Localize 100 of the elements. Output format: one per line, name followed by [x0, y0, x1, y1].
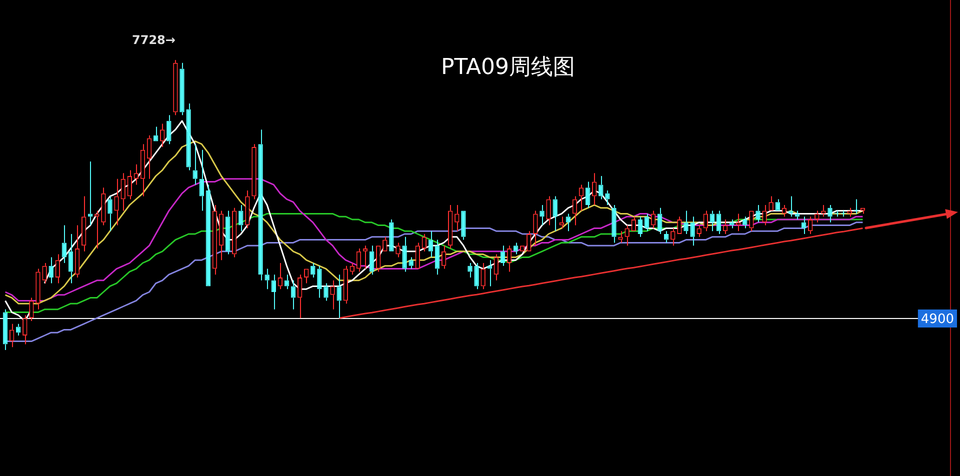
candlestick [540, 204, 544, 226]
candlestick [408, 256, 414, 270]
candlestick [356, 248, 362, 272]
candlestick [9, 323, 14, 348]
candlestick [513, 242, 518, 255]
candlestick [212, 204, 218, 276]
candlestick [670, 228, 676, 246]
candlestick [494, 254, 499, 281]
candlestick [710, 210, 715, 232]
candlestick [192, 144, 198, 186]
candlestick [703, 210, 708, 232]
candlestick [258, 129, 263, 281]
candlestick [62, 224, 67, 264]
candlestick [546, 196, 551, 226]
candlestick [114, 178, 119, 226]
candlestick [749, 210, 754, 232]
candlestick [618, 230, 623, 244]
candlestick [199, 149, 204, 212]
candlestick [252, 144, 256, 200]
chart-title: PTA09周线图 [440, 54, 576, 82]
candlestick [206, 184, 211, 286]
candlestick [127, 170, 132, 200]
candlestick [389, 219, 394, 252]
candlestick [729, 219, 734, 229]
candlestick [441, 245, 446, 270]
candlestick [572, 196, 578, 226]
candlestick [742, 216, 748, 229]
annotation: 4900 [920, 312, 954, 327]
candlestick [428, 230, 434, 258]
candlestick [828, 204, 832, 223]
candlestick [382, 236, 388, 252]
candlestick [140, 144, 146, 197]
candlestick [120, 172, 126, 212]
candlestick [500, 245, 506, 266]
candlestick [36, 268, 40, 310]
candlestick [468, 262, 472, 278]
candlestick [578, 184, 584, 212]
candlestick [566, 213, 571, 232]
candlestick [2, 308, 8, 350]
candlestick [330, 280, 335, 310]
candlestick [461, 210, 466, 240]
candlestick [422, 234, 427, 252]
candlestick [794, 210, 800, 220]
candlestick [362, 245, 368, 270]
candlestick [218, 210, 224, 261]
candlestick [768, 196, 774, 211]
candlestick [559, 216, 564, 229]
candlestick [81, 196, 86, 252]
candlestick [271, 274, 276, 310]
candlestick [232, 207, 237, 258]
candlestick [736, 213, 741, 232]
candlestick [245, 190, 250, 229]
candlestick [808, 216, 813, 234]
candlestick [612, 204, 616, 244]
candlestick [343, 265, 348, 304]
candlestick [762, 204, 767, 226]
candlestick [756, 204, 760, 223]
candlestick [415, 242, 420, 269]
candlestick [310, 262, 316, 278]
candlestick [526, 230, 532, 252]
candlestick [605, 190, 610, 206]
candlestick [297, 274, 302, 319]
candlestick [592, 172, 597, 206]
candlestick [101, 187, 106, 226]
candlestick [684, 210, 688, 234]
candlestick [94, 210, 100, 249]
candlestick [775, 198, 780, 211]
candlestick [585, 181, 590, 208]
candlestick [644, 213, 650, 232]
candlestick [369, 245, 374, 276]
candlestick [146, 134, 152, 180]
candlestick [533, 210, 538, 246]
candlestick [690, 216, 695, 246]
text: 7728→ [132, 33, 176, 48]
candlestick [48, 256, 54, 284]
candlestick [68, 234, 74, 284]
candlestick [186, 103, 191, 171]
candlestick [88, 161, 93, 226]
candlestick [173, 60, 178, 116]
candlestick [598, 176, 604, 200]
candlestick [264, 268, 270, 290]
candlestick [448, 204, 453, 249]
candlestick [160, 123, 165, 148]
candlestick [108, 196, 112, 232]
candlestick [396, 242, 400, 258]
candlestick [317, 265, 322, 298]
candlestick [716, 210, 722, 234]
candlestick [402, 236, 407, 272]
candlestick [677, 216, 682, 234]
candlestick [22, 314, 28, 345]
candlestick [474, 262, 479, 290]
candlestick [336, 274, 342, 319]
candlestick [624, 224, 630, 246]
candlestick [238, 204, 244, 232]
candlestick [290, 280, 296, 310]
candlestick [42, 262, 47, 284]
candlestick [657, 207, 662, 234]
candlestick [180, 62, 184, 116]
candlestick [74, 224, 80, 278]
candlestick [480, 262, 486, 290]
